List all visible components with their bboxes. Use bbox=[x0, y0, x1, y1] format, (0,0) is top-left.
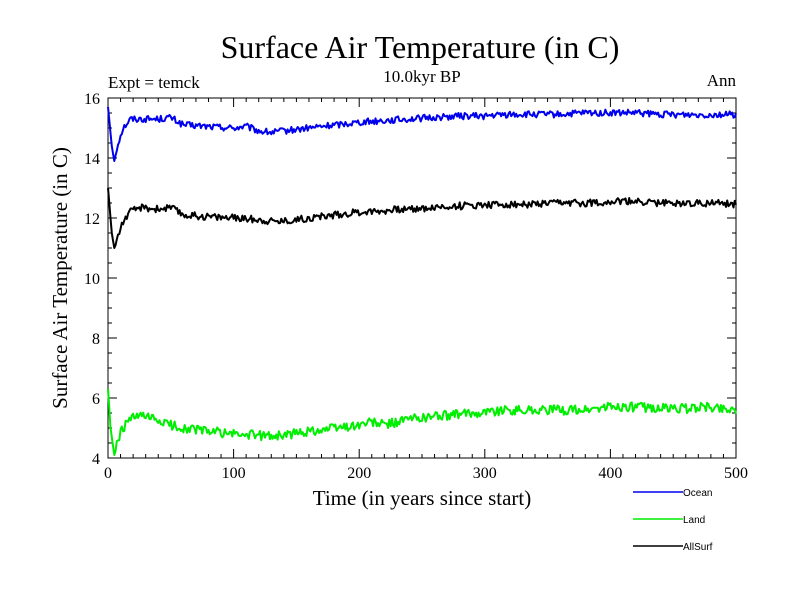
legend-label-allsurf: AllSurf bbox=[683, 542, 713, 553]
series-line-land bbox=[107, 388, 737, 456]
legend-label-land: Land bbox=[683, 515, 705, 526]
x-tick-label: 100 bbox=[222, 465, 246, 482]
x-tick-label: 500 bbox=[724, 465, 748, 482]
x-tick-label: 0 bbox=[104, 465, 112, 482]
x-axis-label: Time (in years since start) bbox=[313, 486, 532, 510]
chart-subtitle: 10.0kyr BP bbox=[383, 67, 460, 86]
chart-title: Surface Air Temperature (in C) bbox=[221, 29, 620, 65]
y-tick-label: 4 bbox=[92, 451, 100, 468]
x-tick-label: 200 bbox=[347, 465, 371, 482]
legend: Ocean Land AllSurf bbox=[633, 488, 713, 553]
x-tick-label: 400 bbox=[598, 465, 622, 482]
series-line-allsurf bbox=[107, 187, 737, 249]
season-label: Ann bbox=[707, 71, 737, 90]
experiment-label: Expt = temck bbox=[108, 73, 200, 92]
legend-label-ocean: Ocean bbox=[683, 488, 712, 499]
series-line-ocean bbox=[107, 106, 737, 162]
y-tick-label: 10 bbox=[84, 271, 100, 288]
y-tick-label: 14 bbox=[84, 151, 100, 168]
axes: 0 100 200 300 400 500 4 6 8 10 12 14 16 bbox=[84, 91, 748, 482]
y-tick-label: 6 bbox=[92, 391, 100, 408]
y-axis-label: Surface Air Temperature (in C) bbox=[48, 147, 72, 409]
x-tick-label: 300 bbox=[473, 465, 497, 482]
series-group bbox=[107, 106, 737, 456]
y-tick-label: 12 bbox=[84, 211, 100, 228]
y-tick-label: 16 bbox=[84, 91, 100, 108]
y-tick-label: 8 bbox=[92, 331, 100, 348]
